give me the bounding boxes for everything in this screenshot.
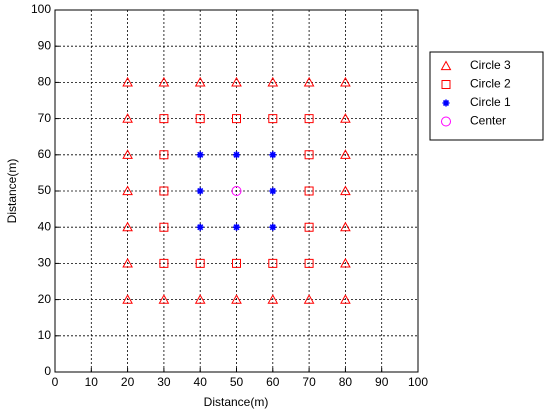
- point: [340, 257, 351, 268]
- point: [233, 223, 240, 231]
- y-axis-label: Distance(m): [5, 159, 19, 224]
- point: [122, 221, 133, 232]
- point: [196, 151, 204, 159]
- x-tick-label: 40: [194, 375, 208, 389]
- point: [159, 222, 169, 232]
- point: [340, 221, 351, 232]
- point: [195, 258, 205, 268]
- point: [232, 258, 241, 268]
- legend-marker: [441, 80, 451, 89]
- point: [122, 185, 133, 196]
- point: [158, 294, 170, 304]
- y-tick-label: 50: [38, 183, 52, 197]
- x-tick-label: 20: [121, 375, 135, 389]
- point: [158, 76, 170, 87]
- point: [122, 113, 133, 123]
- legend-label: Circle 2: [470, 77, 511, 91]
- legend-label: Circle 3: [470, 58, 511, 72]
- point: [232, 114, 241, 124]
- x-tick-label: 80: [339, 375, 353, 389]
- point: [122, 294, 133, 304]
- y-tick-label: 70: [38, 111, 52, 125]
- y-tick-label: 100: [31, 2, 51, 16]
- x-axis-label: Distance(m): [204, 395, 269, 409]
- point: [303, 294, 315, 304]
- point: [159, 258, 169, 268]
- point: [304, 186, 314, 196]
- x-tick-label: 10: [85, 375, 99, 389]
- point: [231, 294, 242, 304]
- point: [159, 186, 169, 196]
- y-tick-label: 40: [38, 219, 52, 233]
- point: [268, 114, 278, 124]
- point: [122, 257, 133, 268]
- legend-label: Circle 1: [470, 95, 511, 109]
- point: [231, 76, 242, 87]
- point: [159, 150, 169, 160]
- point: [122, 76, 133, 87]
- point: [303, 76, 315, 87]
- point: [340, 113, 351, 123]
- point: [340, 294, 351, 304]
- x-tick-label: 90: [375, 375, 389, 389]
- point: [159, 114, 169, 124]
- legend-marker: [440, 60, 452, 71]
- plot-frame: [54, 9, 419, 373]
- x-tick-label: 0: [52, 375, 59, 389]
- point: [340, 76, 351, 87]
- point: [340, 185, 351, 196]
- legend-marker: [441, 116, 452, 127]
- x-tick-label: 70: [302, 375, 316, 389]
- y-tick-label: 60: [38, 147, 52, 161]
- y-tick-label: 80: [38, 75, 52, 89]
- legend-marker: [442, 99, 450, 107]
- point: [231, 186, 242, 196]
- point: [122, 149, 133, 159]
- point: [340, 149, 351, 159]
- point: [268, 258, 278, 268]
- y-tick-label: 30: [38, 256, 52, 270]
- x-tick-label: 60: [266, 375, 280, 389]
- point: [267, 294, 279, 304]
- point: [304, 114, 314, 124]
- point: [269, 187, 277, 195]
- y-tick-label: 90: [38, 38, 52, 52]
- legend-label: Center: [470, 114, 506, 128]
- point: [196, 223, 204, 231]
- point: [194, 76, 206, 87]
- x-tick-label: 50: [230, 375, 244, 389]
- y-tick-label: 10: [38, 328, 52, 342]
- point: [304, 222, 314, 232]
- point: [269, 151, 277, 159]
- point: [304, 150, 314, 160]
- x-tick-label: 100: [408, 375, 428, 389]
- point: [195, 114, 205, 124]
- point: [304, 258, 314, 268]
- point: [267, 76, 279, 87]
- point: [269, 223, 277, 231]
- y-tick-label: 0: [44, 364, 51, 378]
- y-tick-label: 20: [38, 292, 52, 306]
- point: [233, 151, 240, 159]
- point: [194, 294, 206, 304]
- x-tick-label: 30: [157, 375, 171, 389]
- point: [196, 187, 204, 195]
